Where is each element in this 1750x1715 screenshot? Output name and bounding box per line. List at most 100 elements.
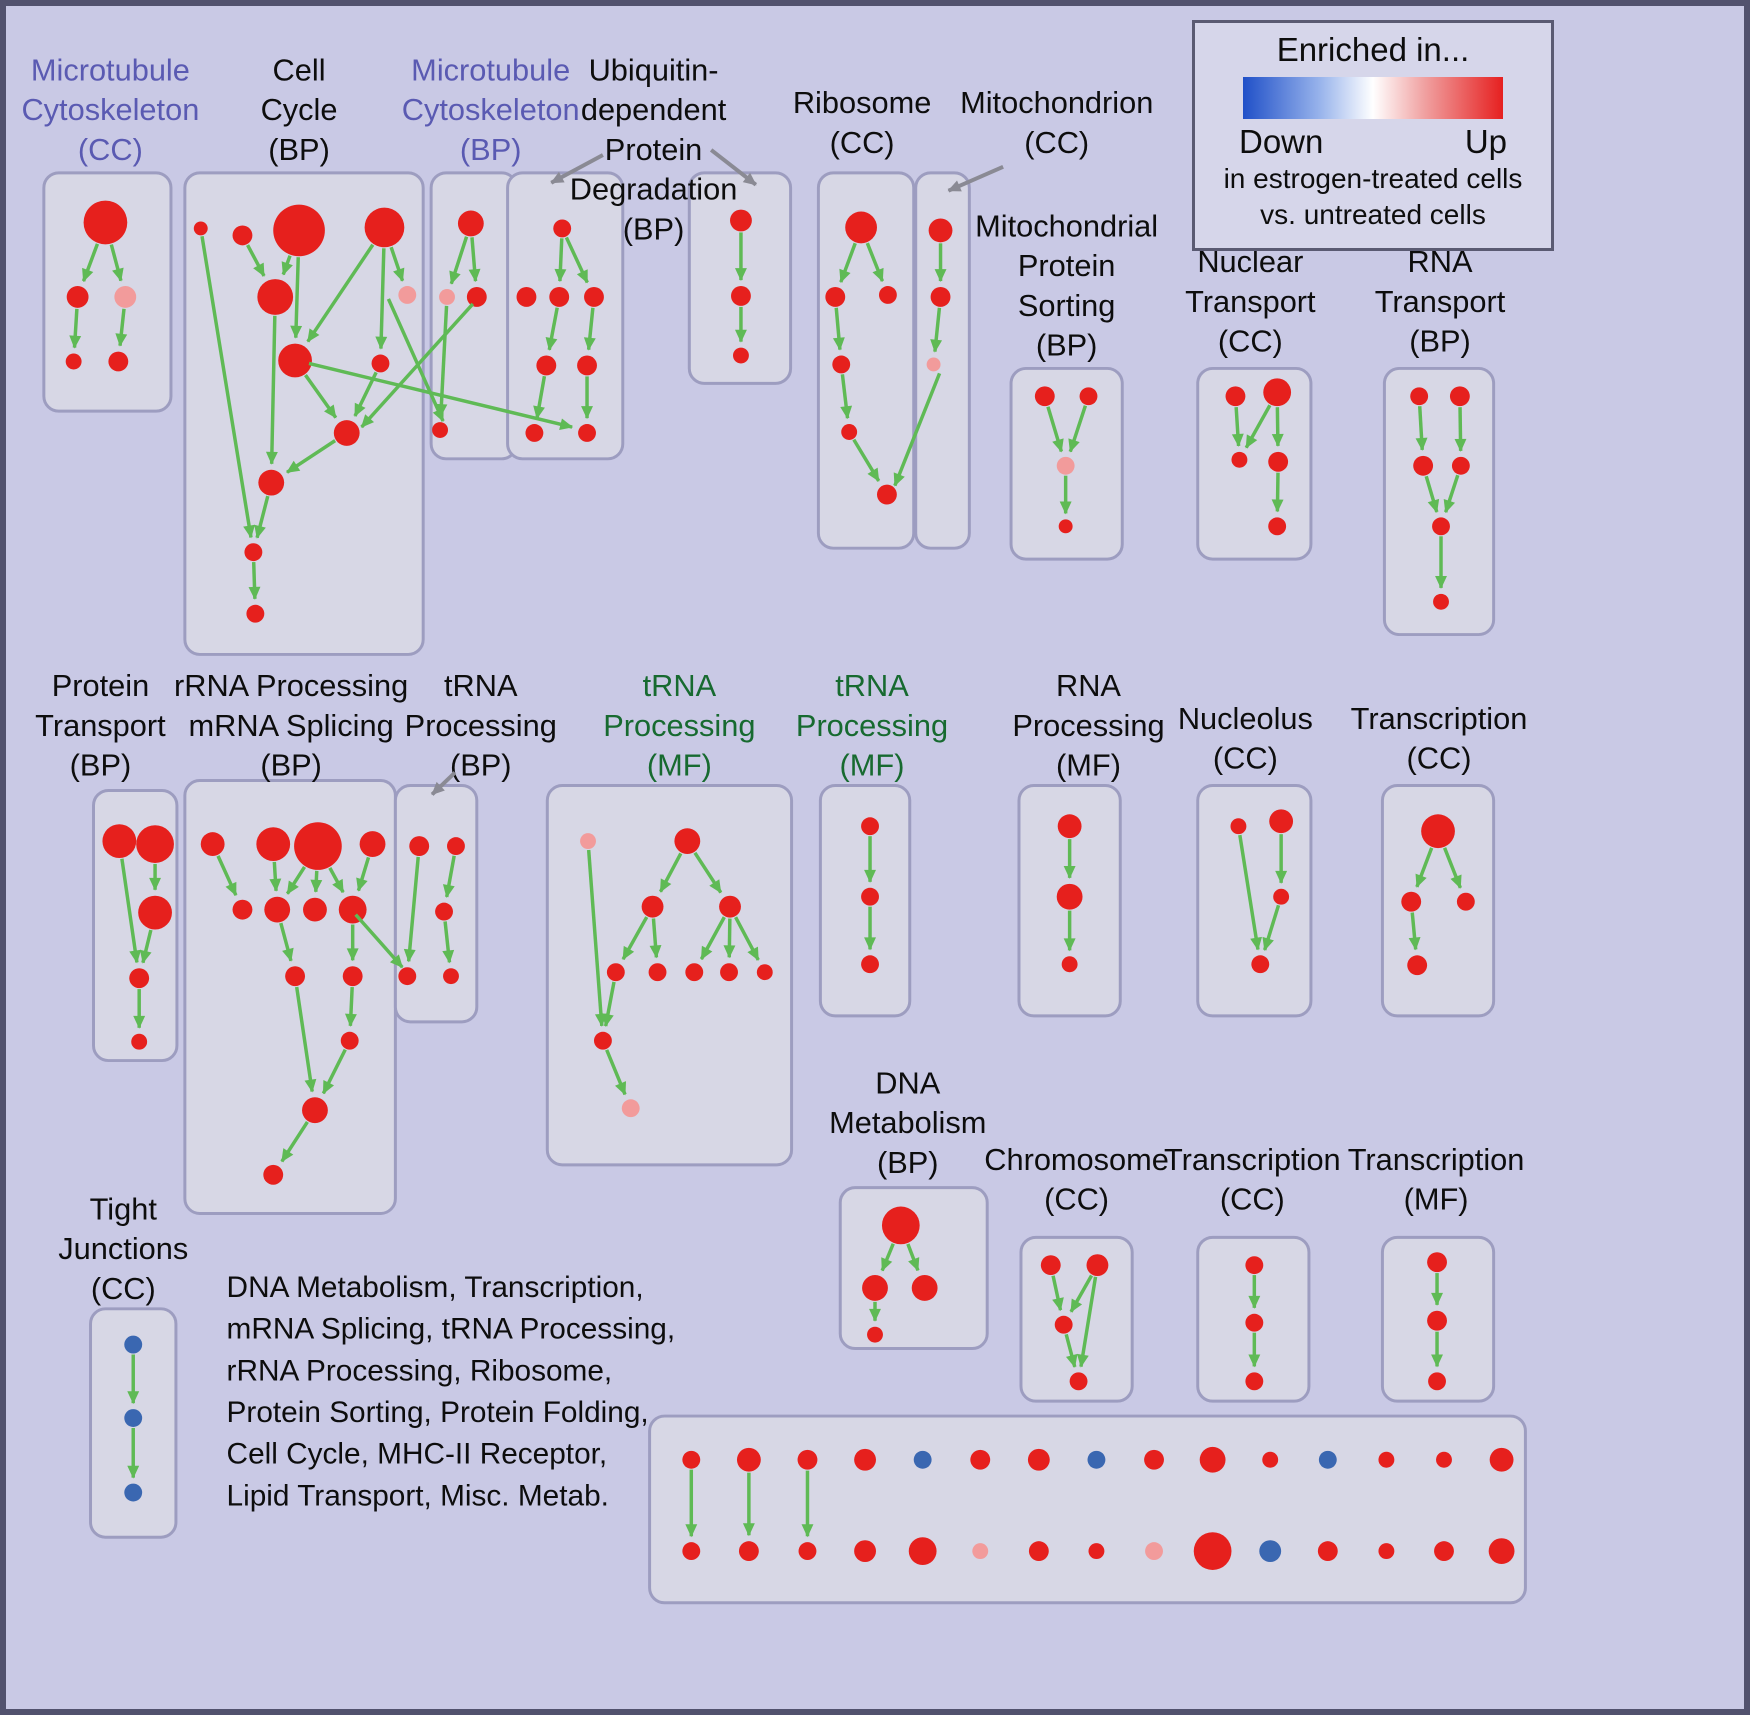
gene-node <box>1245 1313 1264 1332</box>
gene-node <box>1489 1447 1514 1472</box>
gene-edge <box>1238 834 1262 951</box>
gene-edge <box>533 375 547 420</box>
gene-node <box>359 831 386 858</box>
gene-node <box>861 955 879 974</box>
gene-edge <box>279 922 294 962</box>
gene-node <box>457 210 484 237</box>
gene-node <box>258 469 285 496</box>
gene-node <box>1087 1450 1106 1469</box>
gene-node <box>1040 1255 1061 1276</box>
gene-edge <box>265 315 278 465</box>
legend-endpoint-labels: Down Up <box>1195 123 1551 161</box>
cluster-label-chromosome-cc: Chromosome (CC) <box>984 1142 1169 1217</box>
gene-node <box>124 1409 143 1427</box>
gene-node <box>1061 956 1078 973</box>
cluster-ubiquitin-degradation-box-1 <box>506 171 625 461</box>
gene-edge <box>832 307 845 351</box>
gene-node <box>1427 1252 1447 1273</box>
gene-node <box>730 209 752 232</box>
cluster-box <box>1019 1235 1134 1403</box>
cluster-label-rna-transport-bp: RNA Transport (BP) <box>1375 244 1506 358</box>
gene-node <box>930 287 951 307</box>
gene-node <box>131 1033 148 1050</box>
gene-node <box>926 357 941 372</box>
gene-node <box>303 897 327 922</box>
gene-edge <box>389 246 405 282</box>
cluster-label-trna-processing-mf-small: tRNA Processing (MF) <box>796 668 948 782</box>
gene-node <box>1034 386 1055 407</box>
gene-node <box>861 887 879 906</box>
gene-node <box>928 218 953 243</box>
gene-node <box>1433 593 1449 610</box>
gene-edge <box>839 242 857 283</box>
gene-node <box>1432 517 1450 536</box>
gene-node <box>447 837 465 856</box>
gene-edge <box>602 981 616 1028</box>
gene-node <box>333 420 360 446</box>
gene-node <box>841 424 858 440</box>
cluster-label-dna-metabolism-bp: DNA Metabolism (BP) <box>829 1065 986 1179</box>
gene-edge <box>294 986 317 1093</box>
gene-node <box>970 1449 991 1470</box>
gene-node <box>102 824 137 858</box>
cluster-box <box>816 171 916 550</box>
cluster-label-mitochondrial-protein-sorting-bp: Mitochondrial Protein Sorting (BP) <box>975 208 1158 362</box>
gene-edge <box>69 308 82 349</box>
gene-edge <box>290 257 303 339</box>
gene-node <box>340 1031 359 1050</box>
gene-edge <box>1454 407 1467 452</box>
gene-node <box>738 1541 759 1562</box>
gene-edge <box>564 236 589 284</box>
gene-node <box>876 484 897 505</box>
gene-node <box>861 817 879 836</box>
gene-edge <box>545 307 559 351</box>
gene-edge <box>605 1049 627 1096</box>
cluster-protein-transport-bp: Protein Transport (BP) <box>35 668 179 1063</box>
gene-node <box>731 286 751 306</box>
gene-node <box>1456 892 1475 911</box>
gene-node <box>1413 455 1434 476</box>
gene-node <box>66 286 89 308</box>
cluster-misc-categories <box>648 1414 1527 1605</box>
gene-node <box>244 543 263 562</box>
gene-node <box>1088 1543 1105 1560</box>
gene-node <box>1251 955 1270 974</box>
gene-edge <box>906 1243 920 1272</box>
gene-node <box>580 833 596 850</box>
gene-edge <box>880 1243 895 1272</box>
gene-node <box>1259 1540 1282 1563</box>
gene-node <box>1428 1372 1446 1391</box>
gene-node <box>854 1448 876 1471</box>
label-pointer-arrow <box>550 153 604 185</box>
gene-edge <box>1424 475 1440 513</box>
gene-node <box>129 968 150 989</box>
gene-node <box>1027 1448 1050 1471</box>
legend-subtitle-1: in estrogen-treated cells <box>1223 163 1523 194</box>
gene-node <box>908 1537 937 1566</box>
cluster-label-trna-processing-mf-large: tRNA Processing (MF) <box>603 668 755 782</box>
gene-edge <box>930 307 943 353</box>
legend-gradient-bar <box>1243 77 1503 119</box>
gene-node <box>1079 387 1098 406</box>
gene-node <box>867 1326 883 1343</box>
gene-node <box>1262 1451 1279 1468</box>
gene-edge <box>281 255 293 276</box>
cluster-rrna-processing-mrna-splicing-bp: rRNA Processing mRNA Splicing (BP) <box>174 668 408 1215</box>
gene-edge <box>852 438 881 482</box>
gene-node <box>756 964 773 981</box>
gene-node <box>1069 1372 1088 1391</box>
cluster-trna-processing-bp: tRNA Processing (BP) <box>393 668 557 1024</box>
gene-edge <box>200 235 255 539</box>
gene-node <box>881 1206 920 1245</box>
gene-edge <box>1415 847 1434 888</box>
gene-edge <box>699 916 726 960</box>
gene-node <box>797 1449 818 1470</box>
gene-node <box>641 895 664 918</box>
cluster-label-ribosome-cc: Ribosome (CC) <box>793 85 932 160</box>
gene-node <box>273 204 325 257</box>
gene-node <box>1245 1256 1264 1275</box>
cluster-box <box>1196 366 1313 561</box>
gene-node <box>648 963 667 982</box>
gene-edge <box>1231 407 1244 447</box>
gene-edge <box>109 244 124 282</box>
